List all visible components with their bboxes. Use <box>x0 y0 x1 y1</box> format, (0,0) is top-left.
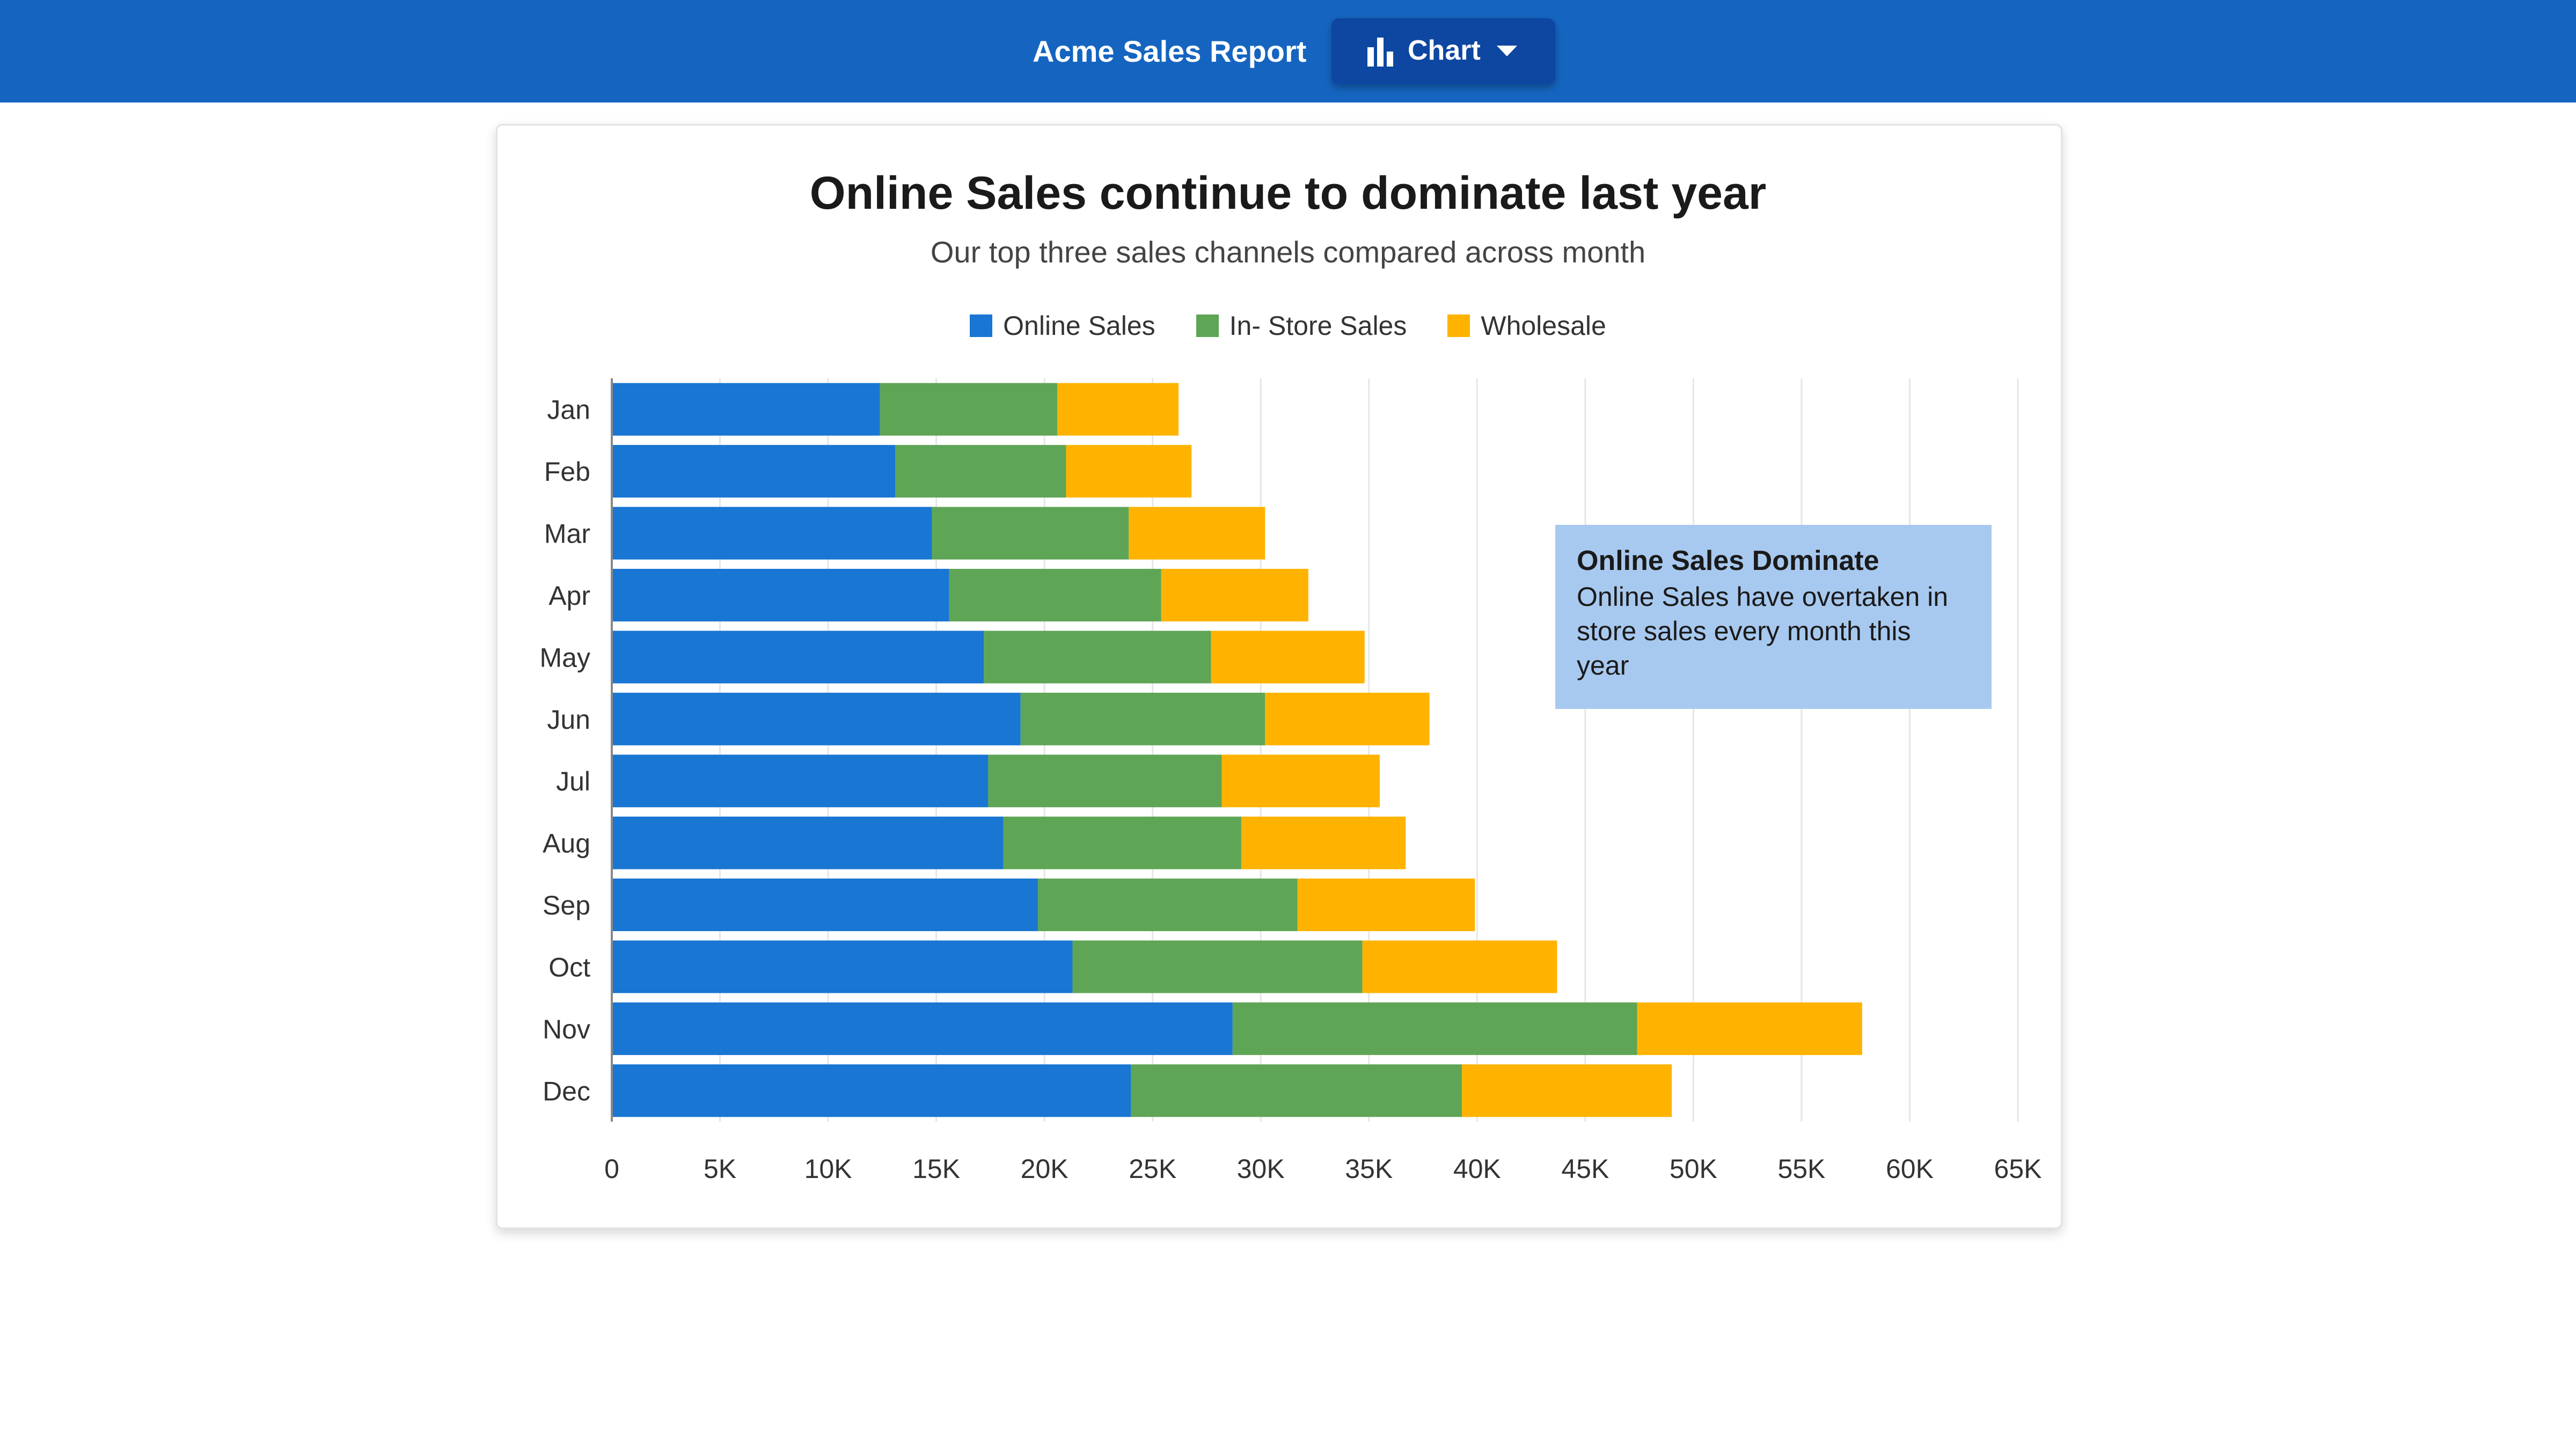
bar-wholesale-jul <box>1221 755 1380 808</box>
bar-in-store-sales-oct <box>1072 940 1363 993</box>
bar-online-sales-aug <box>612 816 1004 869</box>
x-tick-label: 60K <box>1886 1154 1934 1184</box>
chart-subtitle: Our top three sales channels compared ac… <box>930 235 1646 269</box>
bar-in-store-sales-aug <box>1003 816 1241 869</box>
bar-in-store-sales-feb <box>895 445 1066 498</box>
bar-online-sales-mar <box>612 507 932 560</box>
y-tick-label: Aug <box>543 829 590 859</box>
x-tick-label: 45K <box>1561 1154 1609 1184</box>
y-tick-label: Feb <box>544 457 590 487</box>
bar-in-store-sales-jun <box>1020 692 1265 745</box>
annotation-box: Online Sales Dominate Online Sales have … <box>1555 525 1992 709</box>
caret-down-icon <box>1497 46 1517 59</box>
x-tick-label: 0 <box>604 1154 619 1184</box>
x-tick-label: 10K <box>804 1154 852 1184</box>
legend-label-wholesale: Wholesale <box>1481 311 1606 341</box>
bar-wholesale-aug <box>1241 816 1406 869</box>
bar-online-sales-nov <box>612 1002 1233 1055</box>
bar-online-sales-jun <box>612 692 1021 745</box>
bar-in-store-sales-jan <box>880 383 1058 436</box>
legend-item-online-sales[interactable]: Online Sales <box>970 310 1155 341</box>
legend-label-in-store-sales: In- Store Sales <box>1229 311 1407 341</box>
chart-title: Online Sales continue to dominate last y… <box>809 167 1767 219</box>
annotation-text: Online Sales have overtaken in store sal… <box>1577 582 1949 680</box>
x-tick-label: 25K <box>1129 1154 1176 1184</box>
bar-wholesale-sep <box>1297 879 1475 932</box>
bar-wholesale-dec <box>1462 1064 1672 1117</box>
bar-in-store-sales-jul <box>988 755 1222 808</box>
app-title: Acme Sales Report <box>1033 34 1307 68</box>
chart-legend: Online Sales In- Store Sales Wholesale <box>0 307 2576 345</box>
legend-item-wholesale[interactable]: Wholesale <box>1447 310 1606 341</box>
bar-online-sales-feb <box>612 445 896 498</box>
bar-online-sales-oct <box>612 940 1073 993</box>
y-tick-label: May <box>540 642 590 672</box>
bar-in-store-sales-dec <box>1131 1064 1462 1117</box>
bar-online-sales-may <box>612 631 984 684</box>
bar-wholesale-mar <box>1129 507 1265 560</box>
bar-wholesale-oct <box>1362 940 1557 993</box>
bar-chart-icon <box>1366 36 1395 69</box>
y-tick-label: Sep <box>543 890 590 920</box>
bar-wholesale-feb <box>1066 445 1192 498</box>
bar-online-sales-apr <box>612 568 949 621</box>
y-tick-label: Jul <box>556 766 590 796</box>
x-tick-label: 65K <box>1994 1154 2042 1184</box>
y-tick-label: Oct <box>548 952 590 982</box>
x-tick-label: 5K <box>704 1154 736 1184</box>
bar-online-sales-dec <box>612 1064 1131 1117</box>
x-tick-label: 35K <box>1345 1154 1393 1184</box>
x-tick-label: 50K <box>1670 1154 1717 1184</box>
y-tick-label: Mar <box>544 519 590 549</box>
legend-swatch-in-store-sales <box>1196 314 1219 337</box>
bar-in-store-sales-apr <box>949 568 1161 621</box>
bar-wholesale-jun <box>1265 692 1430 745</box>
bar-online-sales-sep <box>612 879 1038 932</box>
bar-wholesale-may <box>1211 631 1365 684</box>
legend-label-online-sales: Online Sales <box>1003 311 1155 341</box>
x-tick-label: 40K <box>1453 1154 1501 1184</box>
x-tick-label: 15K <box>912 1154 960 1184</box>
chart-type-dropdown-button[interactable]: Chart <box>1331 18 1555 84</box>
x-tick-label: 30K <box>1237 1154 1285 1184</box>
bar-wholesale-nov <box>1637 1002 1862 1055</box>
chart-button-label: Chart <box>1408 35 1481 66</box>
y-tick-label: Dec <box>543 1076 590 1106</box>
bar-wholesale-jan <box>1057 383 1179 436</box>
legend-swatch-wholesale <box>1447 314 1470 337</box>
bar-in-store-sales-nov <box>1232 1002 1637 1055</box>
x-tick-label: 55K <box>1777 1154 1825 1184</box>
y-tick-label: Jan <box>547 395 590 425</box>
y-tick-label: Nov <box>543 1014 590 1044</box>
bar-in-store-sales-mar <box>932 507 1129 560</box>
bar-online-sales-jul <box>612 755 989 808</box>
header-bar <box>0 0 2576 103</box>
y-tick-label: Jun <box>547 705 590 735</box>
legend-item-in-store-sales[interactable]: In- Store Sales <box>1196 310 1407 341</box>
bar-wholesale-apr <box>1161 568 1308 621</box>
legend-swatch-online-sales <box>970 314 993 337</box>
annotation-title: Online Sales Dominate <box>1577 545 1879 576</box>
y-tick-label: Apr <box>548 581 590 611</box>
bar-in-store-sales-may <box>984 631 1211 684</box>
bar-online-sales-jan <box>612 383 880 436</box>
x-tick-label: 20K <box>1021 1154 1069 1184</box>
bar-in-store-sales-sep <box>1038 879 1298 932</box>
